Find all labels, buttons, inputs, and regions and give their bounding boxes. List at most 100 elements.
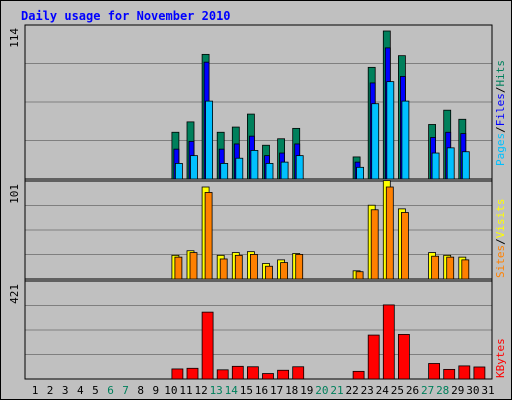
- pages-bar: [205, 100, 214, 180]
- day-tick-label: 20: [315, 384, 328, 397]
- kbytes-bar: [246, 366, 259, 380]
- day-tick-label: 10: [164, 384, 177, 397]
- sites-bar: [446, 256, 455, 280]
- day-tick-label: 1: [32, 384, 39, 397]
- kbytes-bar: [382, 304, 395, 380]
- kbytes-bar: [292, 366, 305, 380]
- sites-bar: [189, 252, 198, 280]
- day-tick-label: 24: [376, 384, 390, 397]
- pages-bar: [235, 157, 244, 180]
- day-tick-label: 27: [421, 384, 434, 397]
- pages-bar: [174, 163, 183, 180]
- day-tick-label: 13: [210, 384, 223, 397]
- day-tick-label: 28: [436, 384, 449, 397]
- pages-bar: [386, 81, 395, 180]
- day-tick-label: 17: [270, 384, 283, 397]
- sites-bar: [370, 209, 379, 280]
- sites-bar: [400, 212, 409, 280]
- day-tick-label: 7: [122, 384, 129, 397]
- pages-bar: [446, 147, 455, 180]
- sites-bar: [234, 254, 243, 280]
- sites-bar: [355, 271, 364, 280]
- day-tick-label: 5: [92, 384, 99, 397]
- pages-bar: [401, 100, 410, 180]
- panel-max-label: 101: [8, 184, 21, 204]
- kbytes-bar: [473, 366, 486, 380]
- day-tick-label: 15: [240, 384, 253, 397]
- sites-bar: [295, 254, 304, 280]
- pages-bar: [220, 163, 229, 180]
- legend-entry: /: [494, 238, 507, 245]
- kbytes-bar: [443, 368, 456, 380]
- panel-frame: [24, 24, 493, 180]
- panel-max-label: 421: [8, 284, 21, 304]
- pages-bar: [190, 155, 198, 180]
- day-tick-label: 14: [225, 384, 239, 397]
- kbytes-bar: [262, 373, 274, 380]
- day-tick-label: 21: [330, 384, 343, 397]
- kbytes-bar: [458, 365, 471, 380]
- panel-side-legend: Sites/Visits: [494, 199, 507, 279]
- panel-side-legend: Pages/Files/Hits: [494, 60, 507, 166]
- pages-bar: [431, 152, 440, 180]
- day-tick-label: 23: [361, 384, 374, 397]
- kbytes-bar: [216, 369, 229, 380]
- legend-entry: Visits: [494, 199, 507, 239]
- day-tick-label: 31: [481, 384, 494, 397]
- day-tick-label: 11: [179, 384, 192, 397]
- day-tick-label: 6: [107, 384, 114, 397]
- sites-bar: [385, 186, 394, 280]
- sites-bar: [280, 262, 289, 280]
- plot-area: [24, 24, 493, 380]
- day-tick-label: 12: [194, 384, 207, 397]
- sites-bar: [204, 192, 213, 280]
- day-tick-label: 2: [47, 384, 54, 397]
- day-tick-label: 25: [391, 384, 404, 397]
- pages-bar: [250, 150, 259, 180]
- day-tick-label: 19: [300, 384, 313, 397]
- panel-side-legend: KBytes: [494, 338, 507, 378]
- kbytes-bar: [231, 365, 244, 380]
- day-tick-label: 30: [466, 384, 479, 397]
- pages-bar: [371, 103, 380, 180]
- day-tick-label: 3: [62, 384, 69, 397]
- pages-bar: [265, 163, 274, 180]
- sites-bar: [461, 259, 470, 280]
- kbytes-bar: [277, 369, 290, 380]
- day-tick-label: 18: [285, 384, 298, 397]
- panel-frame: [24, 180, 493, 280]
- kbytes-bar: [186, 367, 199, 380]
- chart-title: Daily usage for November 2010: [21, 9, 231, 23]
- sites-bar: [249, 254, 258, 280]
- legend-entry: Hits: [494, 60, 507, 87]
- day-tick-label: 9: [152, 384, 159, 397]
- legend-entry: /: [494, 87, 507, 94]
- legend-entry: Pages: [494, 133, 507, 166]
- legend-entry: KBytes: [494, 338, 507, 378]
- day-tick-label: 8: [137, 384, 144, 397]
- legend-entry: /: [494, 126, 507, 133]
- kbytes-bar: [171, 368, 184, 380]
- kbytes-bar: [397, 334, 410, 380]
- kbytes-bar: [352, 370, 365, 380]
- day-tick-label: 29: [451, 384, 464, 397]
- kbytes-bar: [428, 363, 441, 380]
- day-tick-label: 16: [255, 384, 268, 397]
- sites-bar: [265, 265, 273, 280]
- sites-bar: [174, 256, 183, 280]
- kbytes-bar: [367, 334, 380, 380]
- sites-bar: [431, 255, 440, 280]
- pages-bar: [280, 161, 289, 180]
- pages-bar: [295, 155, 304, 180]
- legend-entry: Files: [494, 93, 507, 126]
- panel-max-label: 114: [8, 28, 21, 48]
- day-tick-label: 22: [345, 384, 358, 397]
- pages-bar: [356, 166, 365, 180]
- sites-bar: [219, 258, 228, 280]
- day-tick-label: 26: [406, 384, 419, 397]
- day-tick-label: 4: [77, 384, 84, 397]
- legend-entry: Sites: [494, 245, 507, 278]
- kbytes-bar: [201, 311, 214, 380]
